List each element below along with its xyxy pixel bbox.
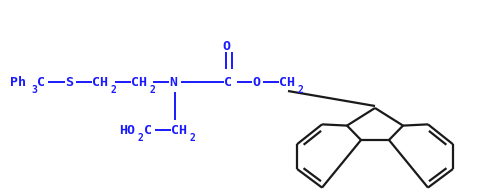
Text: 2: 2 bbox=[190, 133, 195, 143]
Text: O: O bbox=[252, 75, 260, 89]
Text: 2: 2 bbox=[150, 85, 156, 95]
Text: O: O bbox=[222, 40, 229, 52]
Text: CH: CH bbox=[171, 123, 187, 136]
Text: 2: 2 bbox=[138, 133, 144, 143]
Text: CH: CH bbox=[92, 75, 108, 89]
Text: S: S bbox=[65, 75, 73, 89]
Text: CH: CH bbox=[131, 75, 147, 89]
Text: C: C bbox=[37, 75, 45, 89]
Text: 2: 2 bbox=[111, 85, 117, 95]
Text: 2: 2 bbox=[298, 85, 303, 95]
Text: HO: HO bbox=[119, 123, 135, 136]
Text: CH: CH bbox=[278, 75, 294, 89]
Text: 3: 3 bbox=[31, 85, 37, 95]
Text: Ph: Ph bbox=[10, 75, 26, 89]
Text: C: C bbox=[224, 75, 231, 89]
Text: C: C bbox=[144, 123, 152, 136]
Text: N: N bbox=[168, 75, 177, 89]
